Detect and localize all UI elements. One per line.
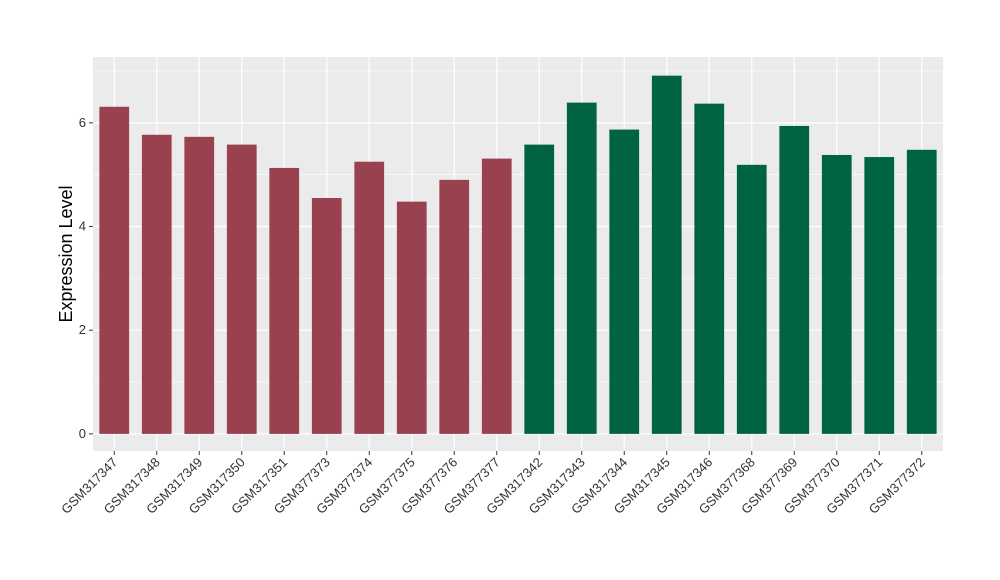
bar-GSM317346 — [694, 103, 725, 434]
bars — [99, 75, 937, 434]
bar-GSM377373 — [311, 198, 342, 434]
y-tick-label: 2 — [79, 322, 86, 337]
bar-GSM377374 — [354, 161, 385, 434]
y-axis-label: Expression Level — [56, 185, 76, 322]
bar-GSM377375 — [396, 201, 427, 434]
bar-GSM317347 — [99, 106, 130, 434]
y-axis: 0 2 4 6 — [79, 115, 93, 441]
bar-GSM317350 — [226, 144, 257, 434]
bar-GSM317348 — [141, 134, 172, 434]
bar-GSM317345 — [651, 75, 682, 434]
bar-GSM317342 — [524, 144, 555, 434]
bar-GSM377372 — [906, 149, 937, 434]
bar-GSM317343 — [566, 102, 597, 434]
bar-GSM377371 — [864, 157, 895, 434]
bar-GSM317349 — [184, 136, 215, 434]
x-axis: GSM317347GSM317348GSM317349GSM317350GSM3… — [58, 451, 928, 517]
bar-GSM317351 — [269, 167, 300, 434]
bar-GSM377368 — [736, 164, 767, 434]
y-tick-label: 6 — [79, 115, 86, 130]
bar-GSM377369 — [779, 125, 810, 434]
plot-panel — [93, 57, 943, 451]
y-tick-label: 4 — [79, 219, 86, 234]
bar-GSM377370 — [821, 154, 852, 434]
bar-GSM377376 — [439, 179, 470, 434]
bar-GSM317344 — [609, 129, 640, 434]
bar-GSM377377 — [481, 158, 512, 434]
y-tick-label: 0 — [79, 426, 86, 441]
